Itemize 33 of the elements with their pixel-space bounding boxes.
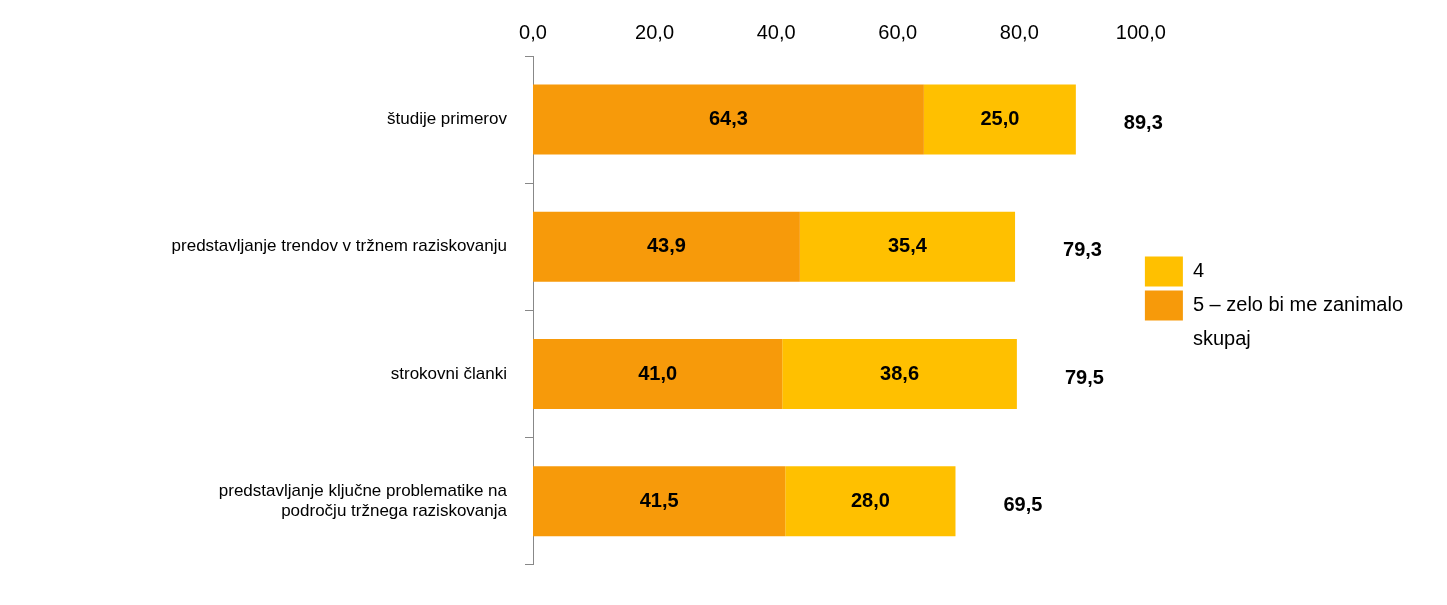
data-label: 25,0 [980,107,1020,130]
x-tick-label: 20,0 [635,20,675,43]
total-label: 79,5 [1064,365,1104,388]
bar [533,339,783,409]
data-label: 64,3 [708,107,748,130]
bar [785,466,956,537]
total-label: 69,5 [1003,492,1043,515]
bar [533,211,800,282]
text: skupaj [1192,327,1251,350]
y-tick-label: predstavljanje ključne problematike na področju tržnega raziskovanja [218,480,508,521]
total-label: 89,3 [1123,111,1163,134]
bar [782,339,1017,409]
bar [923,84,1076,155]
legend-label: 4 [1192,259,1205,282]
x-tick-label: 40,0 [756,20,796,43]
data-label: 28,0 [850,488,890,511]
bar [533,84,924,155]
bar [533,466,786,537]
y-tick-label: predstavljanje trendov v tržnem raziskovanju [171,236,507,256]
x-tick-label: 0,0 [519,20,547,43]
total-label: 79,3 [1063,238,1102,261]
data-label: 41,0 [638,361,678,384]
data-label: 41,5 [639,488,679,511]
x-tick-label: 100,0 [1115,20,1166,43]
legend-label: 5 – zelo bi me zanimalo [1192,293,1403,316]
x-tick-label: 80,0 [999,20,1039,43]
data-label: 43,9 [646,234,686,257]
data-label: 38,6 [880,361,920,384]
y-tick-label: študije primerov [387,109,508,129]
bar [799,211,1016,282]
y-tick-label: strokovni članki [390,363,507,383]
data-label: 35,4 [887,234,928,257]
x-tick-label: 60,0 [878,20,918,43]
